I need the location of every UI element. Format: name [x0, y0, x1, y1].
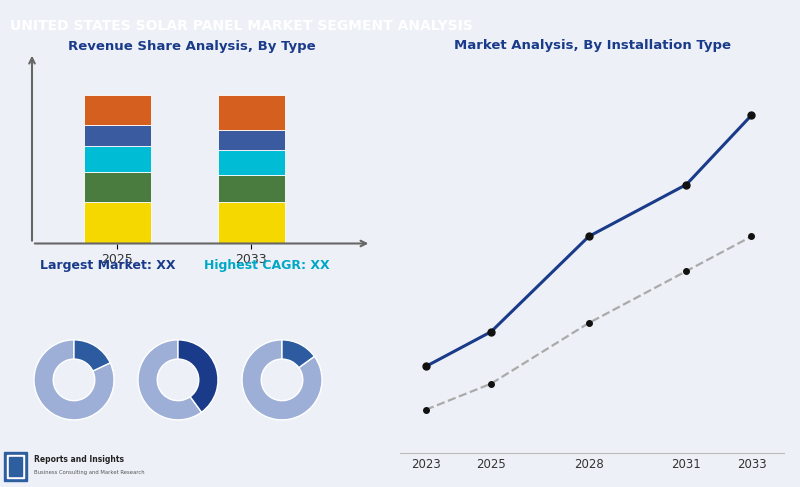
- Text: Highest CAGR: XX: Highest CAGR: XX: [204, 259, 330, 272]
- Text: Largest Market: XX: Largest Market: XX: [40, 259, 176, 272]
- Text: Reports and Insights: Reports and Insights: [34, 455, 124, 465]
- Wedge shape: [34, 340, 114, 420]
- Wedge shape: [242, 340, 322, 420]
- Wedge shape: [138, 340, 202, 420]
- Title: Revenue Share Analysis, By Type: Revenue Share Analysis, By Type: [68, 40, 316, 53]
- Bar: [84, 95, 151, 125]
- Bar: [218, 150, 285, 175]
- Title: Market Analysis, By Installation Type: Market Analysis, By Installation Type: [454, 39, 730, 53]
- Text: UNITED STATES SOLAR PANEL MARKET SEGMENT ANALYSIS: UNITED STATES SOLAR PANEL MARKET SEGMENT…: [10, 19, 473, 33]
- Wedge shape: [178, 340, 218, 412]
- Bar: [218, 95, 285, 130]
- Wedge shape: [74, 340, 110, 371]
- Bar: [6, 454, 24, 478]
- Bar: [84, 172, 151, 202]
- Bar: [84, 125, 151, 146]
- Bar: [218, 130, 285, 150]
- Bar: [218, 202, 285, 244]
- Wedge shape: [282, 340, 314, 368]
- Bar: [84, 202, 151, 244]
- Bar: [10, 457, 22, 476]
- Bar: [4, 452, 27, 481]
- Bar: [84, 146, 151, 172]
- Text: Business Consulting and Market Research: Business Consulting and Market Research: [34, 470, 145, 475]
- Bar: [218, 175, 285, 202]
